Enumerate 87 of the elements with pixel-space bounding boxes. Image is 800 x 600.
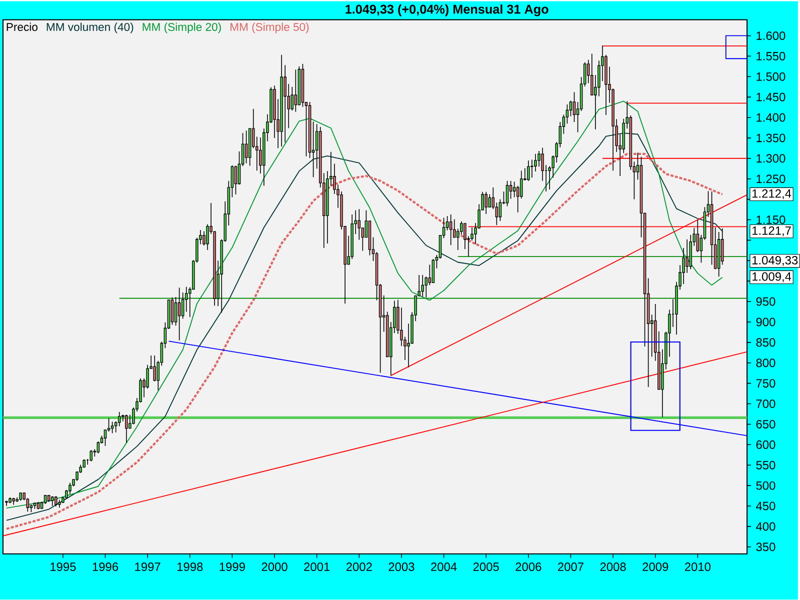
candlestick — [125, 414, 128, 444]
x-tick-label: 2004 — [431, 562, 457, 572]
y-tick-label: 700 — [756, 400, 776, 408]
candlestick — [170, 297, 174, 326]
candlestick — [432, 258, 435, 284]
x-tick-label: 2003 — [388, 562, 414, 572]
x-tick-label: 1997 — [135, 562, 160, 572]
candlestick — [720, 228, 724, 266]
x-tick-label: 2000 — [262, 562, 288, 572]
y-tick-label: 900 — [756, 318, 776, 326]
x-tick-label: 1995 — [50, 562, 76, 572]
candlestick — [153, 355, 156, 382]
y-tick-label: 1.150 — [756, 216, 786, 224]
candlestick — [428, 264, 432, 286]
annotation: 1.212,4 — [752, 189, 792, 200]
y-tick-label: 500 — [756, 481, 776, 490]
candlestick — [90, 450, 93, 462]
candlestick — [566, 104, 569, 124]
candlestick — [509, 180, 512, 200]
candlestick — [104, 429, 107, 446]
annotation: 1.049,33 — [752, 256, 798, 266]
candlestick — [569, 100, 572, 117]
chart-title: 1.049,33 (+0,04%) Mensual 31 Ago — [346, 4, 548, 16]
candlestick — [118, 412, 121, 427]
candlestick — [498, 199, 502, 222]
text: Precio — [6, 22, 38, 32]
y-tick-label: 1.500 — [756, 72, 786, 81]
y-tick-label: 1.300 — [756, 154, 786, 163]
annotation: 1.121,7 — [752, 226, 791, 236]
candlestick — [5, 500, 8, 507]
candlestick — [96, 441, 100, 454]
candlestick — [181, 292, 184, 320]
text: MM (Simple 20) — [142, 22, 221, 34]
candlestick — [290, 86, 294, 112]
candlestick — [484, 192, 488, 215]
candlestick — [50, 496, 54, 507]
candlestick — [244, 130, 248, 164]
y-tick-label: 350 — [756, 542, 776, 552]
candlestick — [54, 496, 58, 507]
y-tick-label: 450 — [756, 502, 776, 510]
candlestick — [506, 180, 509, 207]
candlestick — [512, 181, 516, 198]
y-tick-label: 800 — [756, 358, 776, 368]
y-tick-label: 400 — [756, 522, 776, 531]
candlestick — [68, 482, 72, 495]
candlestick — [538, 150, 540, 168]
x-tick-label: 2002 — [346, 562, 372, 572]
x-tick-label: 2010 — [684, 562, 711, 572]
candlestick — [421, 274, 424, 298]
candlestick — [527, 160, 530, 182]
y-tick-label: 1.350 — [756, 134, 786, 142]
y-tick-label: 550 — [756, 460, 776, 470]
x-tick-label: 1998 — [177, 562, 203, 572]
candlestick — [174, 296, 178, 326]
y-tick-label: 1.550 — [756, 52, 786, 61]
y-tick-label: 750 — [756, 379, 776, 388]
candlestick — [488, 194, 492, 208]
text: MM (Simple 50) — [230, 22, 309, 34]
candlestick — [234, 165, 238, 195]
x-tick-label: 2001 — [304, 562, 330, 572]
x-tick-label: 1996 — [92, 562, 118, 572]
annotation: 1.009,4 — [752, 272, 792, 282]
y-tick-label: 1.450 — [756, 92, 786, 102]
text: MM volumen (40) — [46, 22, 134, 34]
x-tick-label: 2005 — [473, 562, 499, 572]
y-tick-label: 1.250 — [756, 174, 786, 184]
y-tick-label: 950 — [756, 297, 776, 306]
candlestick — [358, 208, 361, 240]
x-tick-label: 2006 — [516, 562, 542, 572]
y-tick-label: 1.600 — [756, 32, 786, 40]
candlestick — [449, 214, 452, 246]
candlestick — [696, 219, 700, 253]
candlestick — [284, 64, 286, 143]
y-tick-label: 850 — [756, 338, 776, 347]
candlestick — [294, 69, 298, 112]
candlestick — [424, 276, 428, 298]
y-tick-label: 1.400 — [756, 113, 786, 122]
candlestick — [110, 421, 114, 434]
x-tick-label: 1999 — [220, 562, 245, 572]
y-tick-label: 650 — [756, 420, 776, 429]
y-tick-label: 600 — [756, 440, 776, 450]
candlestick — [686, 239, 688, 274]
candlestick — [572, 92, 576, 123]
x-tick-label: 2008 — [600, 562, 626, 572]
candlestick — [520, 170, 523, 199]
x-tick-label: 2009 — [642, 562, 668, 572]
x-tick-label: 2007 — [558, 562, 584, 572]
